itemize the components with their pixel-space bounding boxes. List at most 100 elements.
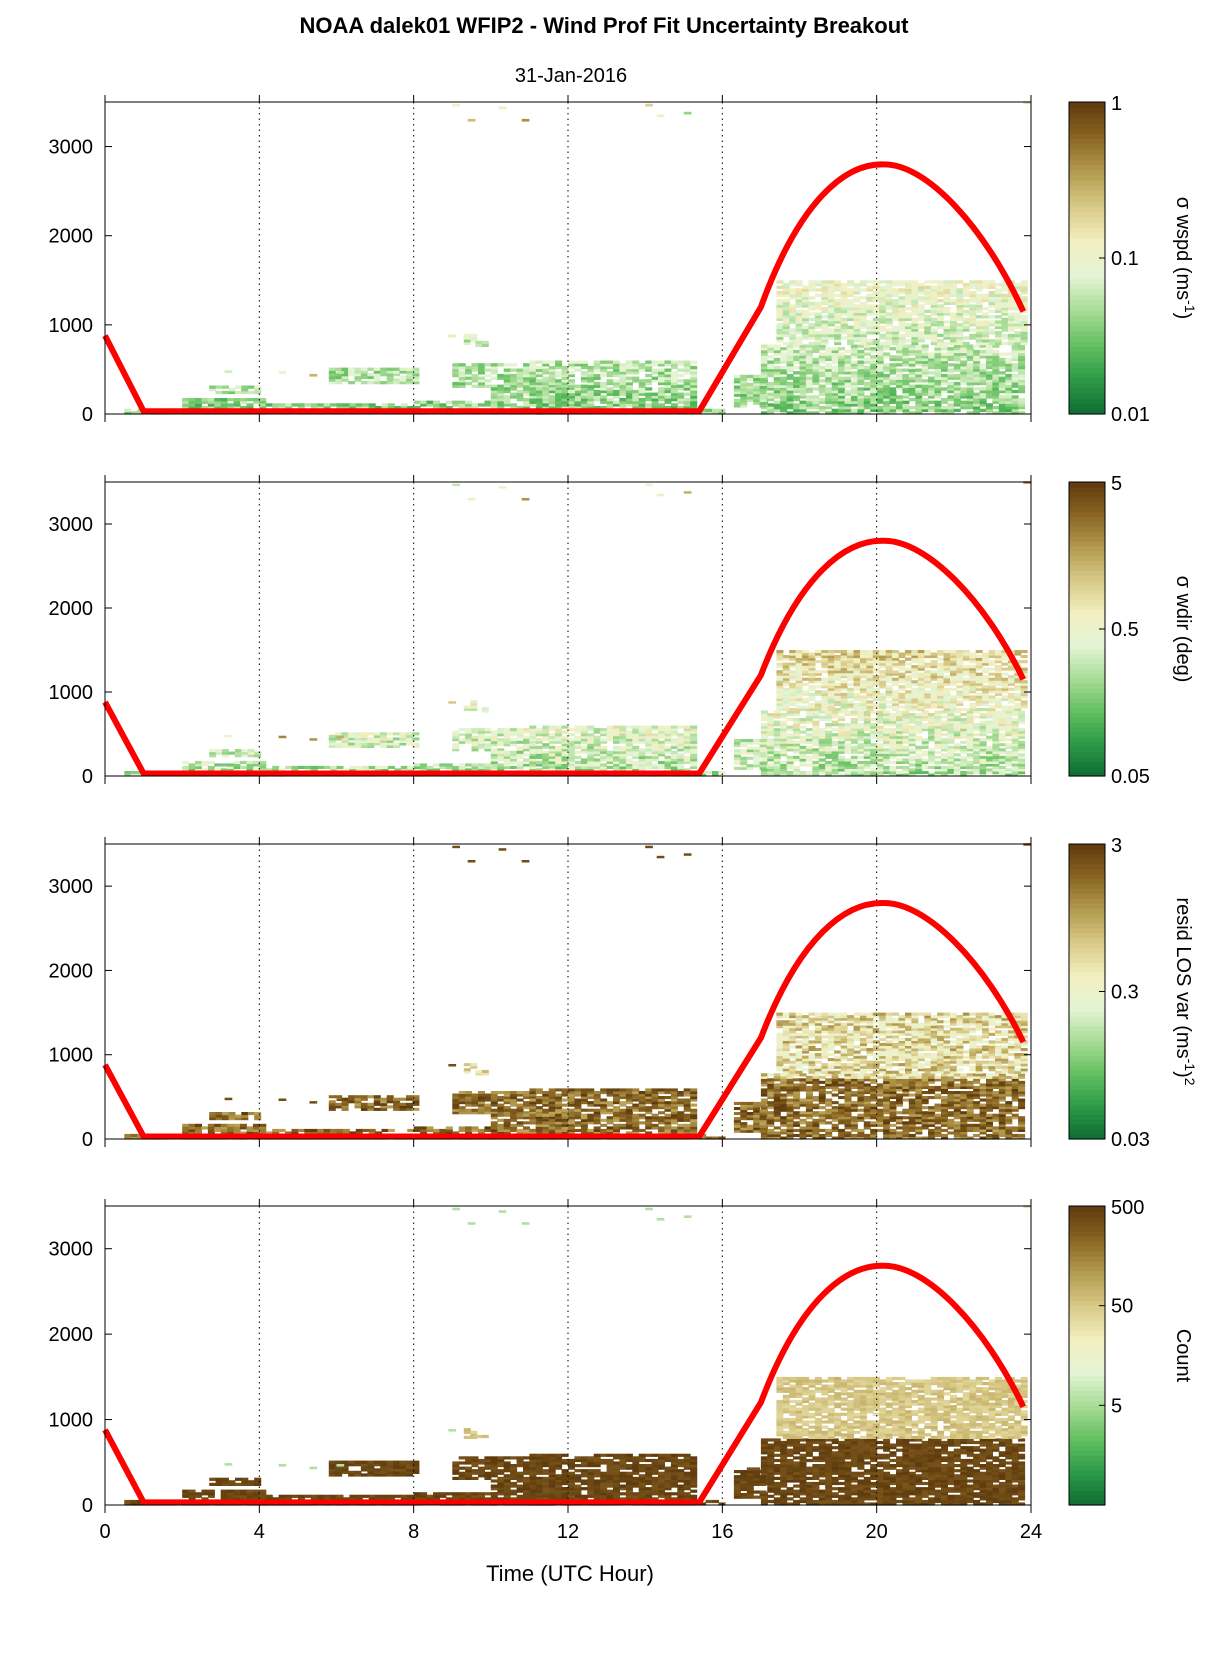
heatmap-cell — [380, 370, 388, 374]
heatmap-cell — [776, 317, 784, 321]
heatmap-cell — [773, 768, 781, 772]
heatmap-cell — [838, 718, 846, 722]
heatmap-cell — [850, 395, 858, 399]
heatmap-cell — [966, 720, 974, 724]
heatmap-cell — [625, 387, 633, 391]
heatmap-cell — [908, 758, 916, 762]
heatmap-cell — [776, 333, 784, 338]
heatmap-cell — [767, 728, 775, 732]
heatmap-cell — [892, 705, 900, 709]
heatmap-cell — [924, 280, 932, 284]
heatmap-cell — [821, 708, 829, 712]
heatmap-cell — [561, 373, 569, 378]
heatmap-cell — [934, 715, 942, 719]
heatmap-cell — [966, 718, 974, 722]
heatmap-cell — [465, 728, 473, 732]
heatmap-cell — [503, 733, 511, 737]
heatmap-cell — [928, 357, 936, 362]
heatmap-cell — [1020, 320, 1028, 324]
heatmap-cell — [834, 667, 842, 671]
heatmap-cell — [960, 395, 968, 399]
heatmap-cell — [291, 403, 299, 407]
heatmap-cell — [335, 737, 343, 741]
heatmap-cell — [503, 753, 511, 757]
heatmap-cell — [241, 385, 249, 389]
heatmap-cell — [966, 713, 974, 717]
heatmap-cell — [889, 718, 897, 722]
heatmap-cell — [215, 385, 223, 389]
heatmap-cell — [568, 363, 575, 367]
heatmap-cell — [651, 725, 659, 729]
heatmap-cell — [805, 745, 813, 749]
heatmap-cell — [876, 738, 884, 742]
heatmap-cell — [412, 381, 420, 385]
heatmap-cell — [799, 720, 807, 724]
heatmap-cell — [503, 760, 511, 764]
heatmap-cell — [1011, 771, 1019, 775]
heatmap-cell — [870, 376, 878, 380]
heatmap-cell — [664, 758, 672, 762]
heatmap-cell — [988, 296, 996, 300]
colorbar-swatch — [1069, 185, 1105, 191]
heatmap-cell — [857, 406, 865, 410]
heatmap-cell — [664, 395, 672, 399]
heatmap-cell — [568, 728, 575, 732]
heatmap-cell — [812, 349, 820, 354]
heatmap-cell — [966, 771, 974, 775]
heatmap-cell — [979, 373, 987, 378]
heatmap-cell — [214, 400, 222, 404]
heatmap-cell — [613, 763, 620, 767]
heatmap-cell — [847, 665, 855, 669]
heatmap-cell — [838, 355, 846, 359]
heatmap-cell — [542, 733, 550, 737]
heatmap-cell — [953, 730, 961, 734]
heatmap-cell — [915, 376, 923, 380]
heatmap-cell — [947, 395, 955, 399]
heatmap-cell — [870, 389, 878, 394]
heatmap-cell — [898, 315, 906, 319]
heatmap-cell — [786, 755, 794, 759]
heatmap-cell — [838, 755, 846, 759]
heatmap-cell — [367, 739, 375, 743]
heatmap-cell — [574, 740, 582, 744]
heatmap-cell — [317, 765, 325, 769]
heatmap-cell — [892, 307, 900, 311]
heatmap-cell — [780, 408, 788, 412]
colorbar-swatch — [1069, 143, 1105, 150]
heatmap-cell — [844, 376, 852, 380]
heatmap-cell — [690, 750, 698, 754]
heatmap-cell — [840, 320, 848, 324]
heatmap-cell — [799, 745, 807, 749]
heatmap-cell — [760, 368, 768, 372]
heatmap-cell — [632, 368, 640, 372]
heatmap-cell — [767, 387, 775, 391]
heatmap-cell — [670, 387, 678, 391]
heatmap-cell — [458, 384, 466, 388]
heatmap-cell — [1005, 368, 1013, 372]
heatmap-cell — [870, 371, 878, 375]
heatmap-cell — [677, 733, 685, 737]
heatmap-cell — [943, 336, 951, 340]
heatmap-cell — [975, 288, 983, 292]
heatmap-cell — [870, 718, 878, 722]
heatmap-cell — [915, 384, 923, 388]
heatmap-cell — [934, 730, 942, 734]
heatmap-cell — [975, 333, 983, 338]
heatmap-cell — [574, 743, 582, 747]
heatmap-cell — [658, 371, 665, 375]
heatmap-cell — [638, 730, 646, 734]
colorbar-swatch — [1069, 258, 1105, 264]
heatmap-cell — [354, 732, 362, 736]
heatmap-cell — [619, 384, 627, 388]
heatmap-cell — [853, 667, 861, 671]
heatmap-cell — [943, 288, 951, 292]
heatmap-cell — [834, 675, 842, 679]
heatmap-cell — [979, 363, 987, 367]
heatmap-cell — [793, 381, 801, 386]
figure-title: NOAA dalek01 WFIP2 - Wind Prof Fit Uncer… — [300, 13, 910, 38]
heatmap-cell — [645, 403, 653, 407]
heatmap-cell — [651, 740, 659, 744]
heatmap-cell — [683, 384, 691, 388]
heatmap-cell — [943, 320, 951, 324]
heatmap-cell — [1005, 400, 1013, 404]
